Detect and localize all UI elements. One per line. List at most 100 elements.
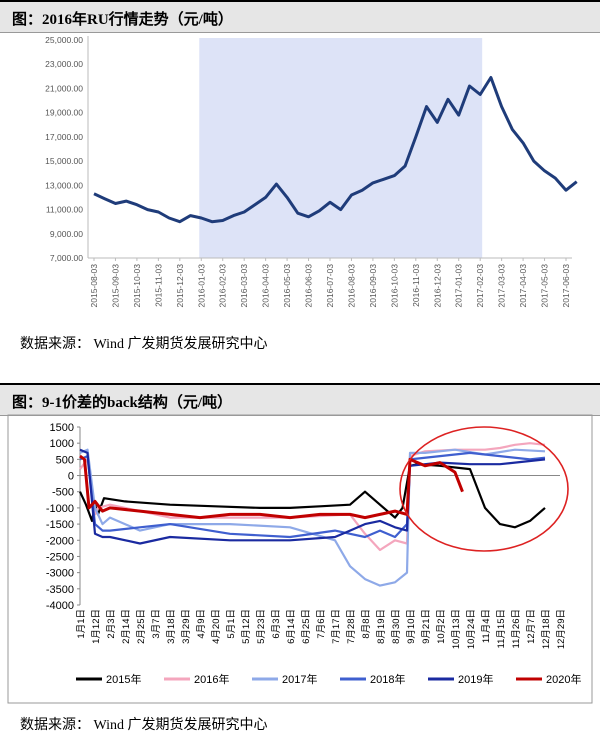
- x-tick-label: 2016-10-03: [389, 264, 399, 308]
- legend-label: 2018年: [370, 672, 405, 686]
- x-tick-label: 7月28日: [346, 609, 357, 644]
- x-tick-label: 2016-12-03: [432, 264, 442, 308]
- spread-series-line: [79, 451, 546, 539]
- chart1-title-bar: 图：2016年RU行情走势（元/吨）: [0, 0, 600, 33]
- y-tick-label: 7,000.00: [50, 253, 83, 263]
- x-tick-label: 2016-03-03: [239, 264, 249, 308]
- x-tick-label: 2016-05-03: [282, 264, 292, 308]
- y-tick-label: 9,000.00: [50, 229, 83, 239]
- x-tick-label: 2017-04-03: [518, 264, 528, 308]
- price-series-line: [93, 76, 578, 224]
- y-tick-label: 13,000.00: [45, 180, 83, 190]
- x-tick-label: 2017-01-03: [454, 264, 464, 308]
- y-tick-label: 0: [68, 471, 74, 483]
- x-tick-label: 2月14日: [121, 609, 132, 644]
- x-tick-label: 3月29日: [181, 609, 192, 644]
- x-tick-label: 2015-12-03: [175, 264, 185, 308]
- x-tick-label: 2016-11-03: [411, 264, 421, 307]
- x-tick-label: 9月10日: [406, 609, 417, 644]
- x-tick-label: 9月21日: [421, 609, 432, 644]
- x-tick-label: 8月19日: [376, 609, 387, 644]
- y-tick-label: -3500: [46, 584, 74, 596]
- y-tick-label: 23,000.00: [45, 59, 83, 69]
- legend-label: 2016年: [194, 672, 229, 686]
- x-tick-label: 6月3日: [271, 609, 282, 639]
- x-tick-label: 11月4日: [481, 609, 492, 643]
- chart1-svg: 25,000.00 23,000.00 21,000.00 19,000.00 17,0…: [45, 35, 578, 308]
- x-tick-label: 2月25日: [136, 609, 147, 644]
- y-tick-label: 11,000.00: [46, 205, 83, 215]
- x-tick-label: 7月6日: [316, 609, 327, 639]
- spread-series-line: [79, 463, 546, 529]
- legend-label: 2020年: [546, 672, 581, 686]
- x-tick-label: 11月26日: [511, 609, 522, 648]
- y-tick-label: -4000: [46, 600, 74, 612]
- y-tick-label: 21,000.00: [45, 83, 83, 93]
- chart1-source: 数据来源： Wind 广发期货发展研究中心: [20, 337, 268, 352]
- x-tick-label: 4月9日: [196, 609, 207, 639]
- y-tick-label: 17,000.00: [45, 132, 83, 142]
- x-tick-label: 2017-02-03: [475, 264, 485, 308]
- y-tick-label: 500: [56, 454, 74, 466]
- x-tick-label: 8月8日: [361, 609, 372, 639]
- x-tick-label: 6月25日: [301, 609, 312, 644]
- highlight-band: [199, 38, 483, 258]
- x-tick-label: 2017-05-03: [540, 264, 550, 308]
- x-tick-label: 3月18日: [166, 609, 177, 644]
- spread-series-line: [79, 454, 464, 520]
- x-tick-label: 5月1日: [226, 609, 237, 639]
- y-tick-label: -1500: [46, 519, 74, 531]
- annotation-ellipse: [399, 426, 569, 552]
- y-tick-label: 1000: [50, 438, 74, 450]
- spread-series-line: [79, 442, 546, 552]
- x-tick-label: 4月20日: [211, 609, 222, 644]
- x-tick-label: 5月23日: [256, 609, 267, 644]
- spread-series-line: [79, 448, 546, 545]
- x-tick-label: 10月2日: [436, 609, 447, 644]
- x-tick-label: 2015-10-03: [132, 264, 142, 308]
- x-tick-label: 1月1日: [76, 609, 87, 639]
- x-tick-label: 1月12日: [91, 609, 102, 644]
- x-tick-label: 8月30日: [391, 609, 402, 644]
- chart2-title: 图：9-1价差的back结构（元/吨）: [12, 395, 233, 411]
- x-tick-label: 2016-01-03: [196, 264, 206, 308]
- x-tick-label: 5月12日: [241, 609, 252, 644]
- legend-label: 2019年: [458, 672, 493, 686]
- x-tick-label: 7月17日: [331, 609, 342, 644]
- x-tick-label: 2017-06-03: [561, 264, 571, 308]
- chart2-title-bar: 图：9-1价差的back结构（元/吨）: [0, 383, 600, 416]
- x-tick-label: 10月13日: [451, 609, 462, 649]
- y-tick-label: 15,000.00: [45, 156, 83, 166]
- chart2-svg: 1500 1000 500 0 -500 -1000 -1500 -2000 -2500 -300…: [7, 414, 593, 704]
- y-tick-label: -500: [52, 487, 74, 499]
- x-tick-label: 2016-08-03: [346, 264, 356, 308]
- x-tick-label: 12月29日: [556, 609, 567, 649]
- chart2-frame: [7, 414, 593, 704]
- x-tick-label: 3月7日: [151, 609, 162, 639]
- y-tick-label: 25,000.00: [45, 35, 83, 45]
- y-tick-label: -2000: [46, 535, 74, 547]
- x-tick-label: 2016-09-03: [368, 264, 378, 308]
- spread-series-line: [79, 448, 546, 587]
- x-tick-label: 2016-04-03: [261, 264, 271, 308]
- x-tick-label: 6月14日: [286, 609, 297, 644]
- y-tick-label: -3000: [46, 568, 74, 580]
- y-tick-label: -2500: [46, 551, 74, 563]
- x-tick-label: 2016-02-03: [218, 264, 228, 308]
- chart2-source: 数据来源： Wind 广发期货发展研究中心: [20, 718, 268, 733]
- x-tick-label: 10月24日: [466, 609, 477, 649]
- chart1-title: 图：2016年RU行情走势（元/吨）: [12, 12, 233, 28]
- y-tick-label: 19,000.00: [45, 108, 83, 118]
- x-tick-label: 2016-07-03: [325, 264, 335, 308]
- legend-label: 2017年: [282, 672, 317, 686]
- x-tick-label: 11月15日: [496, 609, 507, 648]
- x-tick-label: 2015-09-03: [110, 264, 120, 308]
- x-tick-label: 2016-06-03: [304, 264, 314, 308]
- x-tick-label: 12月7日: [526, 609, 537, 644]
- y-tick-label: -1000: [46, 503, 74, 515]
- x-tick-label: 2月3日: [106, 609, 117, 639]
- x-tick-label: 12月18日: [541, 609, 552, 649]
- legend-label: 2015年: [106, 672, 141, 686]
- x-tick-label: 2015-11-03: [153, 264, 163, 307]
- x-tick-label: 2017-03-03: [497, 264, 507, 308]
